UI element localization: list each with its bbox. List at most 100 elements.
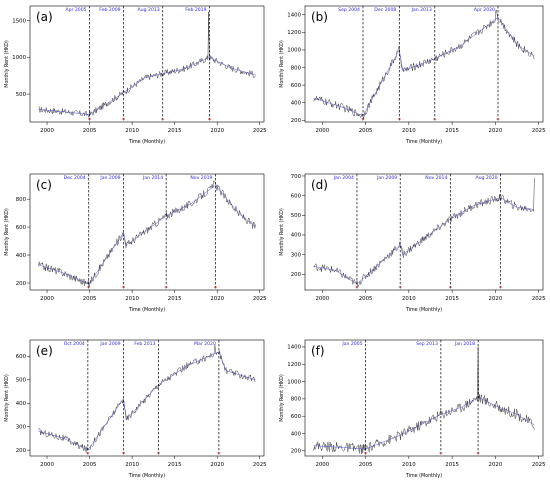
- breakpoint-label: Jan 2004: [333, 175, 354, 181]
- y-tick-label: 200: [291, 449, 302, 455]
- y-axis-label: Monthly Rent (HKD): [279, 374, 285, 422]
- chart-panel-1: 2000 2005 2010 2015 2020 2025 500 1000 1500 Time …: [4, 5, 267, 145]
- x-tick-label: 2015: [168, 296, 182, 302]
- y-tick-label: 300: [16, 425, 27, 431]
- y-tick-label: 1000: [287, 379, 301, 385]
- x-tick-label: 2000: [315, 128, 329, 134]
- x-tick-label: 2020: [489, 128, 503, 134]
- y-tick-label: 200: [16, 448, 27, 454]
- x-tick-label: 2010: [402, 462, 416, 468]
- x-axis-label: Time (Monthly): [405, 307, 442, 313]
- x-tick-label: 2000: [40, 128, 54, 134]
- breakpoint-label: Aug 2013: [138, 7, 160, 13]
- x-tick-label: 2010: [402, 296, 416, 302]
- y-axis-label: Monthly Rent (HKD): [279, 208, 285, 256]
- breakpoint-label: Jan 2009: [99, 175, 120, 181]
- breakpoint-label: Jan 2018: [454, 341, 475, 347]
- x-tick-label: 2020: [489, 296, 503, 302]
- x-tick-label: 2025: [532, 128, 546, 134]
- chart-panel-4: 2000 2005 2010 2015 2020 2025 200 300 400 500 600 7…: [279, 173, 546, 313]
- y-tick-label: 800: [291, 65, 302, 71]
- breakpoint-label: Sep 2013: [416, 341, 438, 347]
- x-tick-label: 2020: [489, 462, 503, 468]
- breakpoint-label: Jan 2009: [376, 175, 397, 181]
- x-tick-label: 2025: [253, 128, 267, 134]
- x-tick-label: 2025: [253, 296, 267, 302]
- breakpoint-label: Jan 2013: [411, 7, 432, 13]
- x-tick-label: 2020: [210, 462, 224, 468]
- y-tick-label: 600: [291, 83, 302, 89]
- chart-panel-5: 2000 2005 2010 2015 2020 2025 200 300 400 500 600 T…: [4, 339, 267, 479]
- x-tick-label: 2000: [40, 296, 54, 302]
- y-tick-label: 200: [291, 118, 302, 124]
- y-tick-label: 700: [291, 174, 302, 180]
- panel-label: (c): [36, 178, 52, 192]
- fitted-trend-line: [313, 197, 535, 285]
- breakpoint-label: Jan 2009: [99, 341, 120, 347]
- x-tick-label: 2015: [168, 462, 182, 468]
- rent-series-line: [313, 346, 535, 454]
- breakpoint-label: Apr 2020: [474, 7, 495, 13]
- breakpoint-label: Dec 2004: [64, 175, 86, 181]
- breakpoint-label: Nov 2014: [425, 175, 447, 181]
- panel-label: (b): [311, 10, 328, 24]
- x-tick-label: 2025: [532, 296, 546, 302]
- y-tick-label: 1000: [287, 48, 301, 54]
- plot-frame: [304, 5, 544, 123]
- x-tick-label: 2015: [445, 128, 459, 134]
- y-tick-label: 300: [291, 252, 302, 258]
- rent-series-line: [38, 11, 256, 118]
- y-tick-label: 500: [16, 92, 27, 98]
- x-tick-label: 2005: [83, 296, 97, 302]
- fitted-trend-line: [38, 184, 256, 285]
- x-tick-label: 2020: [210, 128, 224, 134]
- breakpoint-label: Feb 2013: [134, 341, 155, 347]
- panel-label: (d): [311, 178, 328, 192]
- y-tick-label: 1400: [287, 345, 301, 351]
- y-tick-label: 1500: [12, 18, 26, 24]
- y-axis-label: Monthly Rent (HKD): [279, 40, 285, 88]
- fitted-trend-line: [38, 57, 256, 115]
- chart-panel-2: 2000 2005 2010 2015 2020 2025 200 400 600 800 1000…: [279, 5, 546, 145]
- x-tick-label: 2000: [40, 462, 54, 468]
- plot-frame: [304, 339, 544, 457]
- y-tick-label: 600: [16, 354, 27, 360]
- breakpoint-label: Mar 2020: [194, 341, 216, 347]
- breakpoint-label: Dec 2008: [374, 7, 396, 13]
- breakpoint-label: Jan 2005: [341, 341, 362, 347]
- panel-label: (e): [36, 344, 53, 358]
- y-tick-label: 1000: [12, 55, 26, 61]
- y-tick-label: 200: [16, 281, 27, 287]
- panel-label: (a): [36, 10, 53, 24]
- plot-frame: [29, 5, 265, 123]
- fitted-trend-line: [38, 351, 256, 451]
- x-tick-label: 2015: [445, 462, 459, 468]
- y-tick-label: 800: [16, 197, 27, 203]
- x-tick-label: 2005: [83, 462, 97, 468]
- breakpoint-label: Apr 2005: [65, 7, 86, 13]
- rent-series-line: [38, 344, 256, 453]
- y-tick-label: 500: [16, 378, 27, 384]
- panel-label: (f): [311, 344, 325, 358]
- y-tick-label: 600: [291, 414, 302, 420]
- chart-panel-3: 2000 2005 2010 2015 2020 2025 200 400 600 800 Time…: [4, 173, 267, 313]
- rent-series-line: [313, 177, 535, 287]
- y-tick-label: 400: [291, 431, 302, 437]
- breakpoint-label: Feb 2009: [99, 7, 120, 13]
- x-tick-label: 2015: [445, 296, 459, 302]
- x-axis-label: Time (Monthly): [405, 139, 442, 145]
- breakpoint-label: Jan 2014: [142, 175, 163, 181]
- y-tick-label: 400: [16, 253, 27, 259]
- x-tick-label: 2010: [402, 128, 416, 134]
- y-axis-label: Monthly Rent (HKD): [4, 208, 10, 256]
- x-tick-label: 2005: [359, 462, 373, 468]
- y-axis-label: Monthly Rent (HKD): [4, 374, 10, 422]
- y-tick-label: 1400: [287, 13, 301, 19]
- y-tick-label: 1200: [287, 30, 301, 36]
- x-tick-label: 2005: [359, 128, 373, 134]
- breakpoint-label: Oct 2004: [64, 341, 85, 347]
- x-tick-label: 2010: [125, 296, 139, 302]
- x-tick-label: 2010: [125, 462, 139, 468]
- y-tick-label: 500: [291, 213, 302, 219]
